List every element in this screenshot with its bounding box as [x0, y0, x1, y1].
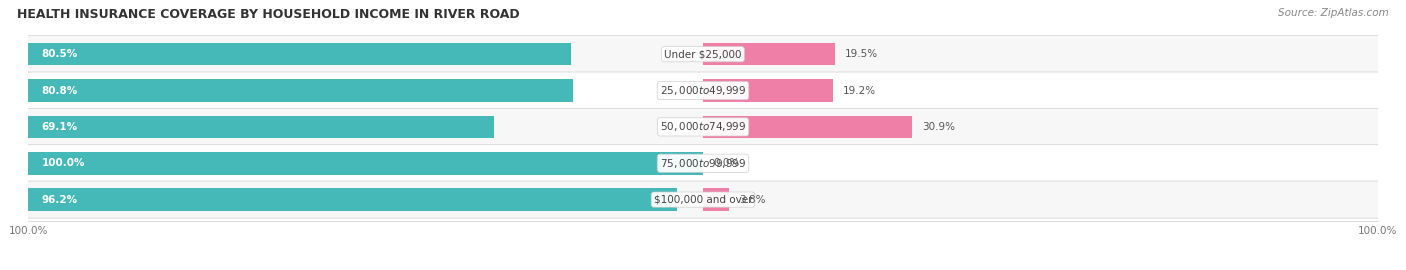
Text: 96.2%: 96.2% [42, 195, 77, 205]
Text: Source: ZipAtlas.com: Source: ZipAtlas.com [1278, 8, 1389, 18]
Bar [28, 79, 574, 102]
FancyBboxPatch shape [28, 36, 1378, 73]
Text: 80.5%: 80.5% [42, 49, 77, 59]
Text: 30.9%: 30.9% [922, 122, 955, 132]
Bar [28, 152, 703, 174]
Text: 69.1%: 69.1% [42, 122, 77, 132]
Bar [703, 79, 832, 102]
FancyBboxPatch shape [28, 72, 1378, 109]
Text: $100,000 and over: $100,000 and over [654, 195, 752, 205]
Bar [28, 188, 678, 211]
Text: 19.5%: 19.5% [845, 49, 877, 59]
FancyBboxPatch shape [28, 108, 1378, 146]
Bar [703, 43, 835, 65]
Legend: With Coverage, Without Coverage: With Coverage, Without Coverage [585, 268, 821, 270]
FancyBboxPatch shape [28, 181, 1378, 218]
FancyBboxPatch shape [28, 145, 1378, 182]
Text: 80.8%: 80.8% [42, 86, 77, 96]
Bar [703, 188, 728, 211]
Text: 100.0%: 100.0% [42, 158, 86, 168]
Text: 19.2%: 19.2% [842, 86, 876, 96]
Text: $50,000 to $74,999: $50,000 to $74,999 [659, 120, 747, 133]
Bar [28, 116, 495, 138]
Text: 3.8%: 3.8% [738, 195, 765, 205]
Bar [703, 116, 911, 138]
Text: 0.0%: 0.0% [713, 158, 740, 168]
Bar [28, 43, 571, 65]
Text: Under $25,000: Under $25,000 [664, 49, 742, 59]
Text: $25,000 to $49,999: $25,000 to $49,999 [659, 84, 747, 97]
Text: HEALTH INSURANCE COVERAGE BY HOUSEHOLD INCOME IN RIVER ROAD: HEALTH INSURANCE COVERAGE BY HOUSEHOLD I… [17, 8, 519, 21]
Text: $75,000 to $99,999: $75,000 to $99,999 [659, 157, 747, 170]
